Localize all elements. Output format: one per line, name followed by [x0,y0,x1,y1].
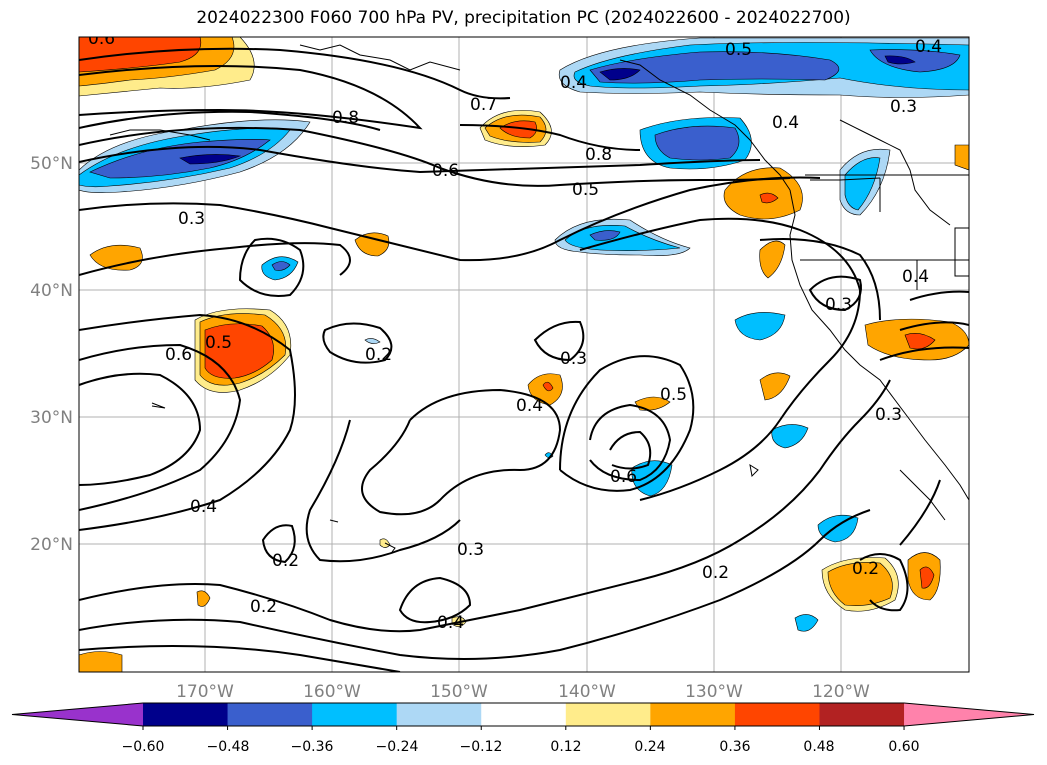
colorbar-tick: −0.24 [376,739,419,755]
contour-label: 0.3 [457,540,484,560]
colorbar-extend-min [12,703,143,726]
contour-label: 0.2 [365,345,392,365]
contour-label: 0.6 [432,161,459,181]
colorbar-tick: 0.36 [719,739,750,755]
colorbar-swatch [734,703,820,726]
colorbar-tick: 0.48 [803,739,834,755]
colorbar-swatch [819,703,905,726]
contour-labels: 0.6 0.5 0.4 0.4 0.7 0.8 0.8 0.4 0.3 0.6 … [88,29,942,633]
contour-label: 0.5 [725,40,752,60]
map-area: 0.6 0.5 0.4 0.4 0.7 0.8 0.8 0.4 0.3 0.6 … [79,29,969,672]
contour-label: 0.3 [875,405,902,425]
colorbar-tick: 0.12 [550,739,581,755]
contour-label: 0.8 [332,108,359,128]
contour-label: 0.2 [250,597,277,617]
colorbar-extend-max [904,703,1034,726]
map-title: 2024022300 F060 700 hPa PV, precipitatio… [196,8,851,28]
colorbar-swatch [312,703,398,726]
lon-label-130w: 130°W [685,682,743,702]
pv-contours [79,47,969,672]
contour-label: 0.6 [165,345,192,365]
lat-label-20n: 20°N [30,535,73,555]
colorbar-swatch [481,703,567,726]
colorbar-tick: −0.12 [460,739,503,755]
colorbar [11,702,1035,730]
contour-label: 0.3 [890,97,917,117]
contour-label: 0.2 [852,559,879,579]
contour-label: 0.8 [585,145,612,165]
contour-label: 0.4 [190,497,217,517]
colorbar-swatch [650,703,736,726]
lat-label-50n: 50°N [30,154,73,174]
colorbar-tick-labels: −0.60 −0.48 −0.36 −0.24 −0.12 0.12 0.24 … [122,739,920,755]
contour-label: 0.4 [902,267,929,287]
colorbar-swatch [396,703,482,726]
colorbar-swatch [227,703,313,726]
colorbar-tick: −0.60 [122,739,165,755]
contour-label: 0.4 [915,37,942,57]
contour-label: 0.5 [205,333,232,353]
contour-label: 0.4 [772,113,799,133]
contour-label: 0.6 [88,29,115,49]
contour-label: 0.3 [825,295,852,315]
contour-label: 0.2 [272,551,299,571]
colorbar-swatch [143,703,229,726]
contour-label: 0.7 [470,95,497,115]
colorbar-swatch [565,703,651,726]
colorbar-tick: 0.60 [888,739,919,755]
contour-label: 0.4 [516,396,543,416]
contour-label: 0.2 [702,563,729,583]
map-frame [78,36,970,673]
contour-label: 0.3 [560,349,587,369]
colorbar-tick: −0.48 [207,739,250,755]
longitude-labels: 170°W 160°W 150°W 140°W 130°W 120°W [176,682,870,702]
colorbar-tick: 0.24 [634,739,665,755]
contour-label: 0.5 [572,180,599,200]
contour-label: 0.3 [178,209,205,229]
contour-label: 0.5 [660,385,687,405]
lon-label-150w: 150°W [430,682,488,702]
latitude-labels: 50°N 40°N 30°N 20°N [30,154,73,555]
coastlines [109,44,969,553]
colorbar-tick: −0.36 [291,739,334,755]
contour-label: 0.4 [560,73,587,93]
lon-label-120w: 120°W [812,682,870,702]
lat-label-40n: 40°N [30,281,73,301]
contour-label: 0.6 [610,467,637,487]
lon-label-140w: 140°W [558,682,616,702]
lon-label-160w: 160°W [303,682,361,702]
contour-label: 0.4 [437,613,464,633]
lat-label-30n: 30°N [30,408,73,428]
lon-label-170w: 170°W [176,682,234,702]
